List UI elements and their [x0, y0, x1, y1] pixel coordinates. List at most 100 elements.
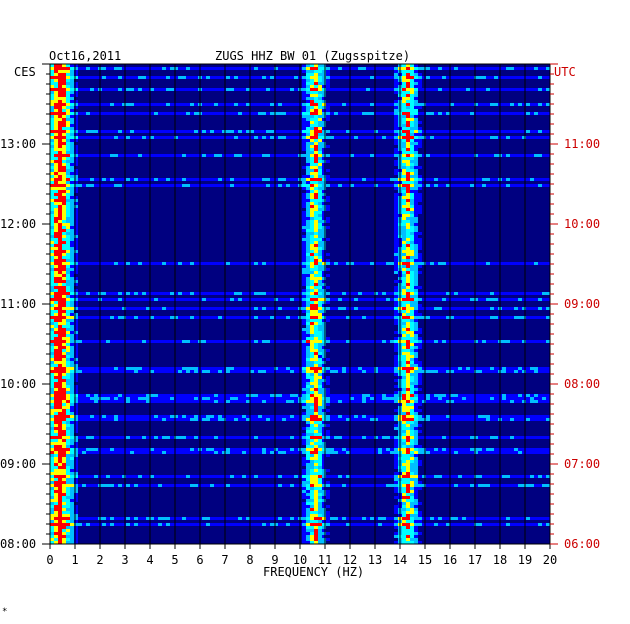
spectrogram-cell [438, 130, 442, 133]
spectrogram-cell [70, 238, 74, 241]
spectrogram-cell [302, 283, 306, 286]
spectrogram-cell [50, 382, 54, 385]
spectrogram-cell [50, 340, 54, 343]
spectrogram-cell [314, 226, 318, 229]
spectrogram-cell [538, 307, 542, 310]
spectrogram-cell [62, 274, 66, 277]
spectrogram-cell [270, 88, 274, 91]
spectrogram-cell [406, 169, 410, 172]
spectrogram-cell [314, 241, 318, 244]
spectrogram-cell [414, 406, 418, 409]
spectrogram-cell [58, 298, 62, 301]
spectrogram-cell [58, 280, 62, 283]
spectrogram-cell [394, 424, 398, 427]
spectrogram-cell [194, 76, 198, 79]
spectrogram-cell [414, 178, 418, 181]
spectrogram-cell [274, 415, 278, 418]
spectrogram-cell [50, 427, 54, 430]
spectrogram-cell [218, 262, 222, 265]
spectrogram-cell [122, 178, 126, 181]
spectrogram-cell [490, 103, 494, 106]
spectrogram-cell [82, 370, 86, 373]
spectrogram-cell [314, 202, 318, 205]
spectrogram-cell [442, 400, 446, 403]
spectrogram-cell [318, 442, 322, 445]
spectrogram-cell [70, 418, 74, 421]
spectrogram-cell [74, 202, 78, 205]
spectrogram-cell [234, 178, 238, 181]
spectrogram-cell [470, 394, 474, 397]
spectrogram-cell [106, 136, 110, 139]
spectrogram-cell [318, 232, 322, 235]
spectrogram-cell [394, 127, 398, 130]
spectrogram-cell [422, 298, 426, 301]
spectrogram-cell [310, 250, 314, 253]
spectrogram-cell [74, 73, 78, 76]
spectrogram-cell [66, 409, 70, 412]
spectrogram-cell [418, 79, 422, 82]
spectrogram-cell [266, 367, 270, 370]
spectrogram-cell [74, 238, 78, 241]
spectrogram-cell [394, 148, 398, 151]
spectrogram-cell [58, 292, 62, 295]
spectrogram-cell [278, 394, 282, 397]
spectrogram-cell [326, 178, 330, 181]
spectrogram-cell [250, 130, 254, 133]
spectrogram-cell [58, 400, 62, 403]
spectrogram-cell [190, 397, 194, 400]
spectrogram-cell [310, 286, 314, 289]
spectrogram-cell [322, 358, 326, 361]
spectrogram-cell [150, 316, 154, 319]
spectrogram-cell [134, 103, 138, 106]
spectrogram-cell [70, 64, 74, 67]
spectrogram-cell [506, 67, 510, 70]
spectrogram-cell [406, 244, 410, 247]
spectrogram-cell [202, 415, 206, 418]
spectrogram-cell [450, 367, 454, 370]
spectrogram-cell [54, 424, 58, 427]
spectrogram-cell [182, 67, 186, 70]
spectrogram-cell [58, 394, 62, 397]
spectrogram-cell [50, 289, 54, 292]
spectrogram-cell [86, 67, 90, 70]
spectrogram-cell [174, 436, 178, 439]
spectrogram-cell [274, 394, 278, 397]
spectrogram-cell [62, 343, 66, 346]
spectrogram-cell [50, 163, 54, 166]
spectrogram-cell [406, 178, 410, 181]
spectrogram-cell [50, 259, 54, 262]
spectrogram-cell [114, 184, 118, 187]
spectrogram-cell [134, 154, 138, 157]
spectrogram-cell [314, 103, 318, 106]
spectrogram-cell [426, 103, 430, 106]
spectrogram-cell [58, 283, 62, 286]
spectrogram-cell [58, 229, 62, 232]
spectrogram-cell [470, 367, 474, 370]
spectrogram-cell [434, 298, 438, 301]
spectrogram-cell [66, 79, 70, 82]
spectrogram-cell [478, 67, 482, 70]
spectrogram-cell [334, 154, 338, 157]
spectrogram-cell [186, 292, 190, 295]
spectrogram-cell [438, 316, 442, 319]
spectrogram-cell [410, 388, 414, 391]
spectrogram-cell [230, 154, 234, 157]
spectrogram-cell [62, 67, 66, 70]
spectrogram-cell [410, 91, 414, 94]
spectrogram-cell [94, 418, 98, 421]
spectrogram-cell [318, 184, 322, 187]
spectrogram-cell [402, 313, 406, 316]
spectrogram-cell [306, 193, 310, 196]
spectrogram-cell [70, 274, 74, 277]
spectrogram-cell [506, 316, 510, 319]
spectrogram-cell [206, 298, 210, 301]
spectrogram-cell [50, 277, 54, 280]
spectrogram-cell [50, 121, 54, 124]
spectrogram-cell [322, 373, 326, 376]
spectrogram-cell [510, 262, 514, 265]
spectrogram-cell [70, 253, 74, 256]
spectrogram-cell [394, 337, 398, 340]
spectrogram-cell [314, 121, 318, 124]
spectrogram-cell [62, 259, 66, 262]
spectrogram-cell [410, 202, 414, 205]
